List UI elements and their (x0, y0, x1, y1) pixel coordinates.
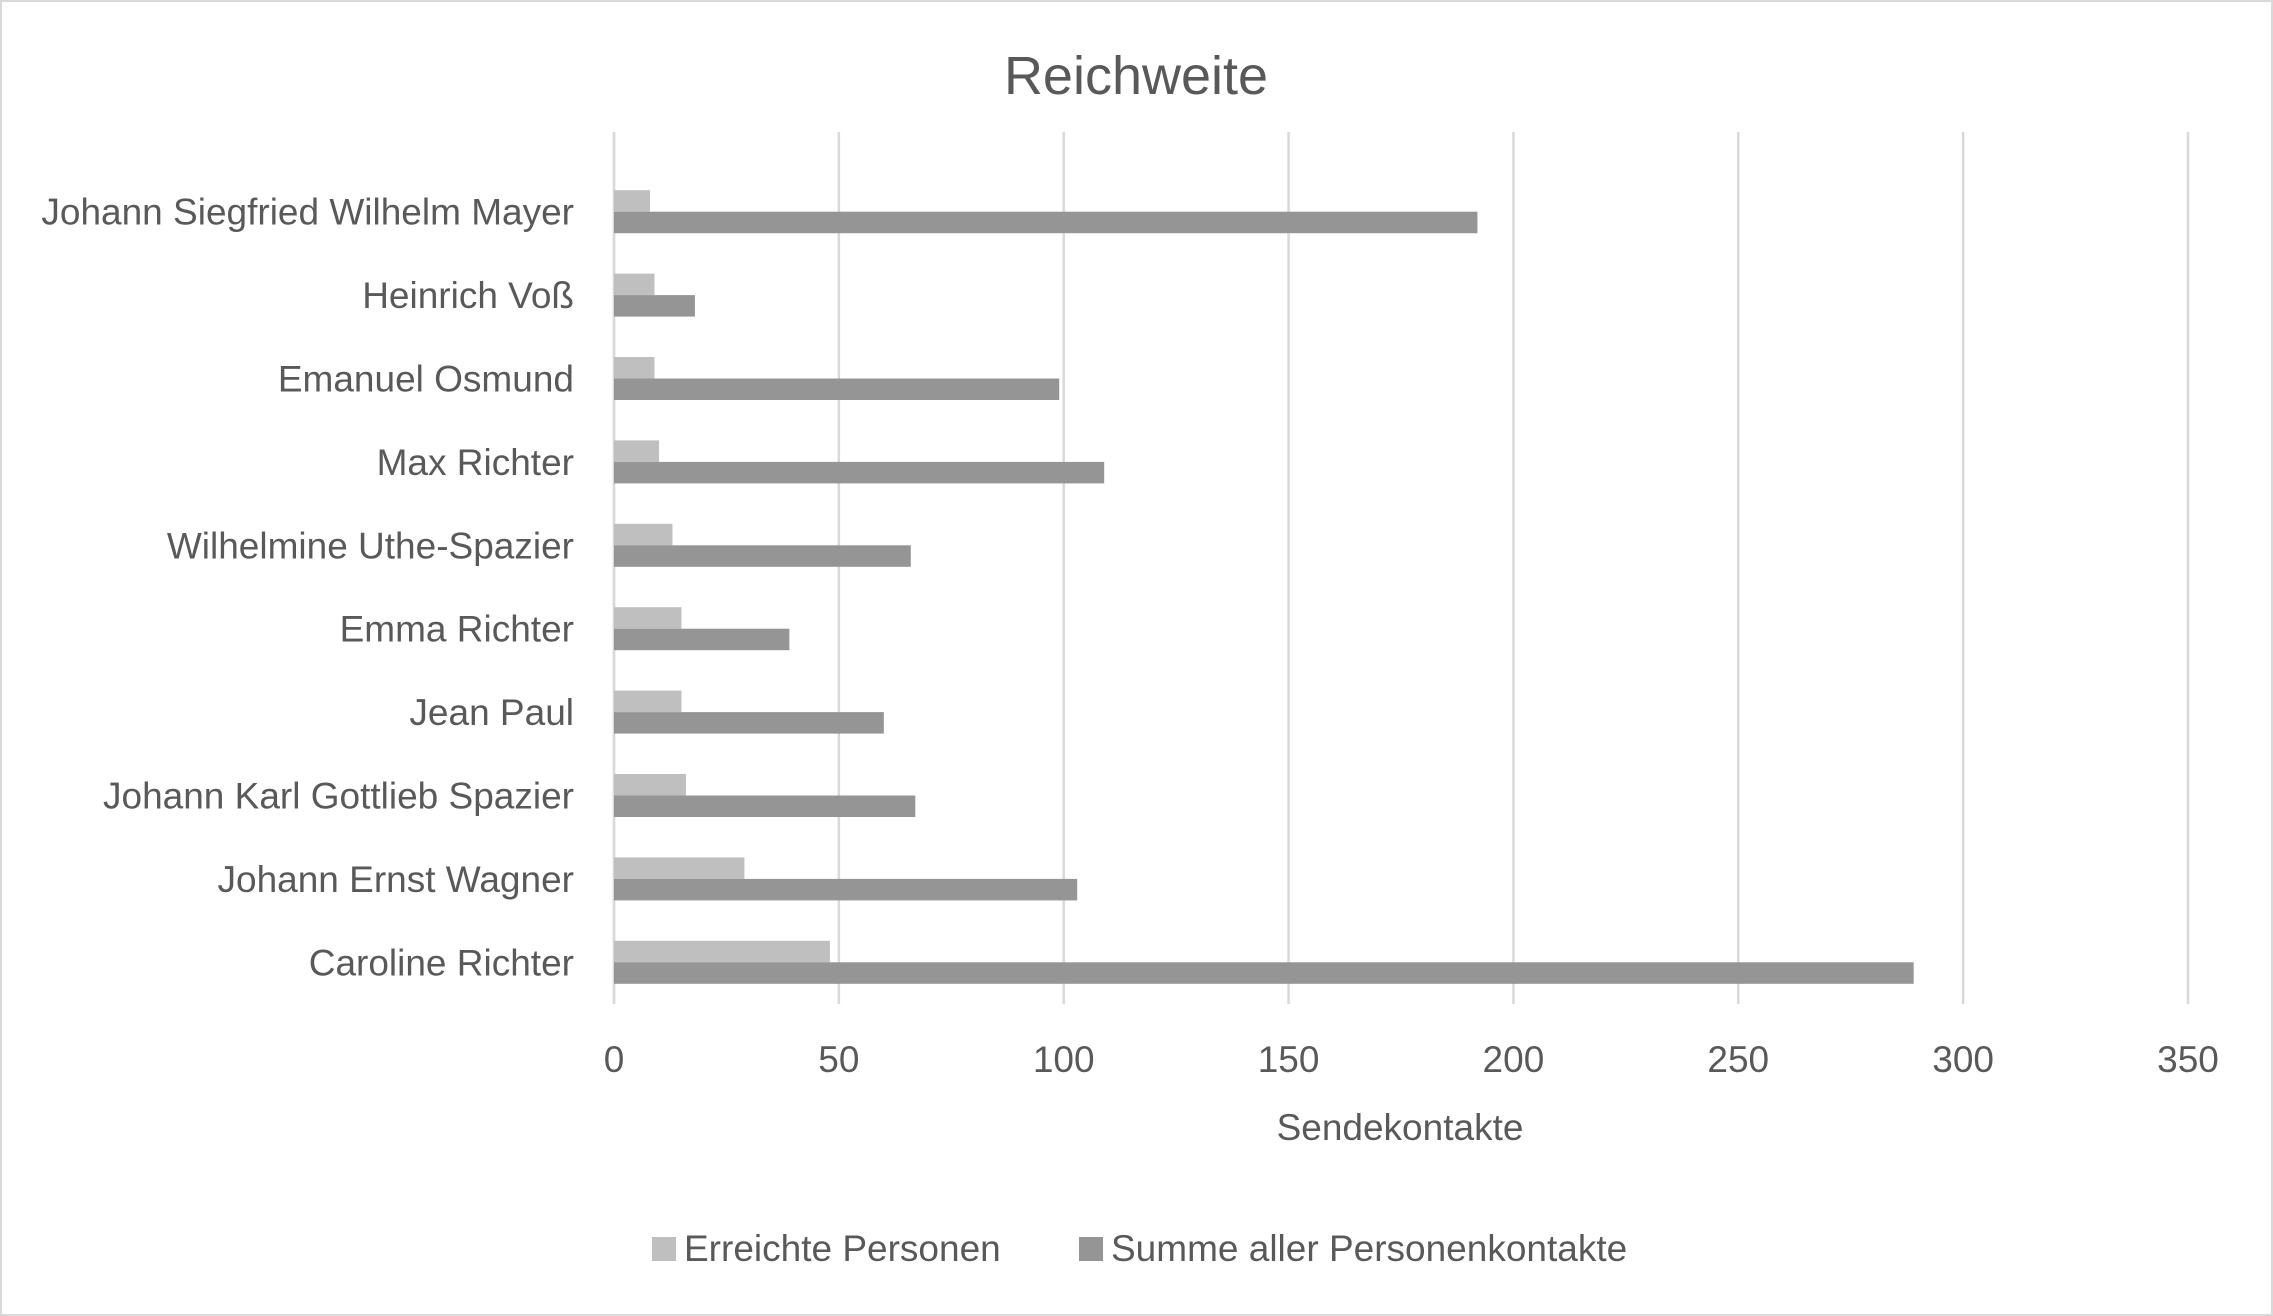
y-tick-label: Emma Richter (340, 609, 574, 650)
bar-erreichte-personen (614, 440, 659, 462)
bar-summe-personenkontakte (614, 628, 790, 651)
chart-title: Reichweite (1004, 46, 1268, 106)
legend-label: Summe aller Personenkontakte (1111, 1228, 1627, 1269)
legend-label: Erreichte Personen (684, 1228, 1001, 1269)
x-axis-title: Sendekontakte (1277, 1107, 1524, 1148)
bar-summe-personenkontakte (614, 211, 1478, 234)
bar-erreichte-personen (614, 774, 686, 796)
bar-summe-personenkontakte (614, 545, 911, 567)
bar-erreichte-personen (614, 607, 682, 629)
bar-summe-personenkontakte (614, 712, 884, 734)
bar-erreichte-personen (614, 523, 673, 546)
legend: Erreichte Personen Summe aller Personenko… (652, 1228, 1627, 1269)
y-axis-labels: Caroline Richter Johann Ernst Wagner Johan… (41, 192, 574, 984)
x-tick-label: 250 (1707, 1039, 1769, 1080)
bar-summe-personenkontakte (614, 378, 1060, 400)
bar-summe-personenkontakte (614, 962, 1914, 984)
legend-swatch (1079, 1237, 1103, 1261)
bars (614, 190, 1914, 984)
bar-summe-personenkontakte (614, 295, 695, 317)
x-tick-label: 150 (1258, 1039, 1320, 1080)
y-tick-label: Max Richter (377, 442, 574, 483)
bar-erreichte-personen (614, 940, 830, 963)
y-tick-label: Johann Ernst Wagner (218, 859, 575, 900)
bar-erreichte-personen (614, 690, 682, 713)
y-tick-label: Jean Paul (409, 692, 574, 733)
x-tick-label: 50 (818, 1039, 859, 1080)
x-axis-labels: 0 50 100 150 200 250 300 350 (604, 1039, 2219, 1080)
bar-erreichte-personen (614, 190, 650, 212)
bar-summe-personenkontakte (614, 461, 1105, 484)
y-tick-label: Johann Karl Gottlieb Spazier (103, 776, 574, 817)
x-tick-label: 100 (1033, 1039, 1095, 1080)
y-tick-label: Wilhelmine Uthe-Spazier (167, 525, 574, 566)
y-tick-label: Johann Siegfried Wilhelm Mayer (41, 192, 574, 233)
gridlines (612, 132, 2190, 1004)
x-tick-label: 200 (1483, 1039, 1545, 1080)
y-tick-label: Emanuel Osmund (278, 359, 574, 400)
y-tick-label: Heinrich Voß (362, 275, 574, 316)
bar-erreichte-personen (614, 357, 655, 379)
x-tick-label: 300 (1932, 1039, 1994, 1080)
x-tick-label: 350 (2157, 1039, 2219, 1080)
x-tick-label: 0 (604, 1039, 625, 1080)
bar-erreichte-personen (614, 857, 745, 879)
bar-summe-personenkontakte (614, 795, 916, 817)
y-tick-label: Caroline Richter (309, 942, 574, 983)
legend-swatch (652, 1237, 676, 1261)
bar-summe-personenkontakte (614, 878, 1078, 901)
bar-erreichte-personen (614, 273, 655, 296)
